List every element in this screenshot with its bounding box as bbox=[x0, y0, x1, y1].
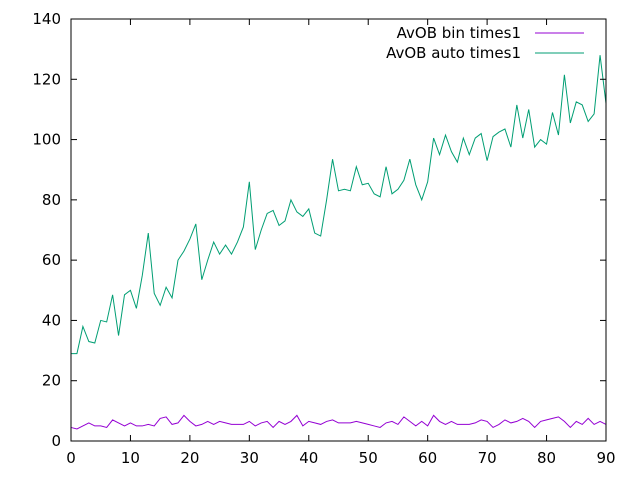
y-tick-label: 40 bbox=[42, 311, 61, 329]
x-tick-label: 20 bbox=[180, 449, 199, 467]
x-tick-label: 50 bbox=[359, 449, 378, 467]
x-tick-label: 90 bbox=[596, 449, 615, 467]
series-line-1 bbox=[71, 55, 607, 355]
legend-label: AvOB bin times1 bbox=[397, 24, 521, 42]
y-tick-label: 100 bbox=[32, 131, 61, 149]
legend-label: AvOB auto times1 bbox=[386, 44, 521, 62]
x-tick-label: 10 bbox=[121, 449, 140, 467]
x-tick-label: 60 bbox=[418, 449, 437, 467]
legend: AvOB bin times1 AvOB auto times1 bbox=[386, 24, 584, 62]
plot-frame bbox=[70, 18, 607, 442]
x-axis: 0 10 20 30 40 50 60 70 80 90 bbox=[66, 19, 616, 467]
y-tick-label: 0 bbox=[51, 432, 61, 450]
y-tick-label: 140 bbox=[32, 10, 61, 28]
y-tick-label: 80 bbox=[42, 191, 61, 209]
y-tick-label: 20 bbox=[42, 372, 61, 390]
y-axis: 0 20 40 60 80 100 120 140 bbox=[32, 10, 606, 450]
x-tick-label: 70 bbox=[478, 449, 497, 467]
y-tick-label: 60 bbox=[42, 251, 61, 269]
x-tick-label: 40 bbox=[299, 449, 318, 467]
series-line-0 bbox=[70, 414, 607, 430]
y-tick-label: 120 bbox=[32, 70, 61, 88]
series-layer bbox=[70, 55, 607, 430]
x-tick-label: 30 bbox=[240, 449, 259, 467]
x-tick-label: 80 bbox=[537, 449, 556, 467]
x-tick-label: 0 bbox=[66, 449, 76, 467]
